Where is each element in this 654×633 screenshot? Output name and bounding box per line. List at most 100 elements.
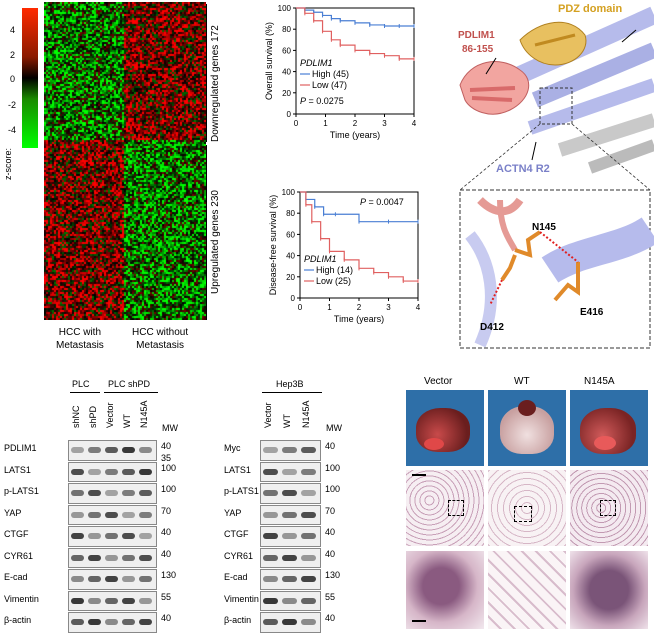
blot1-band-strip (68, 590, 157, 611)
blot2-band (301, 619, 316, 626)
blot2-row-label: β-actin (224, 615, 252, 625)
blot1-mw-value: 130 (161, 570, 177, 580)
blot1-band (88, 490, 101, 497)
blot2-band (263, 533, 278, 540)
blot1-mw-value: 40 (161, 613, 172, 623)
p-value: P = 0.0047 (360, 197, 404, 207)
blot2-band (282, 447, 297, 454)
blot1-band (71, 619, 84, 626)
y-tick-label: 100 (278, 4, 292, 13)
he-lowmag-wt (488, 470, 566, 546)
x-tick-label: 0 (298, 303, 303, 312)
blot1-lane-label: shNC (71, 405, 81, 428)
blot1-row-label: CYR61 (4, 550, 34, 561)
blot2-band-strip (260, 483, 321, 504)
zscore-tick: 0 (10, 74, 16, 84)
x-tick-label: 0 (294, 119, 299, 128)
blot1-group-plc-shpd: PLC shPD (108, 379, 151, 389)
blot1-band (88, 468, 101, 475)
blot2-band (301, 554, 316, 561)
blot2-band-strip (260, 612, 321, 633)
actn4-helices (516, 6, 654, 174)
blot1-band (139, 468, 152, 475)
blot1-band-strip (68, 547, 157, 568)
y-axis-label: Overall survival (%) (264, 22, 274, 100)
pdlim1-range-label: 86-155 (462, 44, 494, 55)
blot1-row-label: p-LATS1 (4, 486, 39, 496)
blot2-band-strip (260, 461, 321, 482)
blot1-band (122, 576, 135, 583)
legend-entry: High (14) (316, 265, 353, 275)
y-tick-label: 80 (286, 209, 295, 218)
blot2-row-label: Myc (224, 443, 241, 453)
he-highmag-n145a (570, 551, 648, 629)
blot1-band (139, 447, 152, 454)
blot1-row-label: PDLIM1 (4, 443, 37, 453)
blot1-row-label: E-cad (4, 572, 28, 582)
blot2-band (282, 533, 297, 540)
blot1-band-strip (68, 569, 157, 590)
x-tick-label: 1 (327, 303, 332, 312)
blot1-band-strip (68, 612, 157, 633)
blot1-band (105, 533, 118, 540)
western-blot-1: PLC PLC shPD shNC shPD Vector WT N145A MW PD… (0, 370, 200, 633)
blot1-band (105, 597, 118, 604)
blot2-mw-value: 40 (325, 441, 336, 451)
blot2-lane-label: WT (282, 414, 292, 428)
blot2-band (301, 511, 316, 518)
blot2-band (263, 554, 278, 561)
he-highmag-vector (406, 551, 484, 629)
he-lowmag-n145a (570, 470, 648, 546)
blot2-mw-value: 70 (325, 505, 336, 516)
legend-title: PDLIM1 (304, 254, 337, 264)
x-tick-label: 4 (412, 119, 417, 128)
blot1-band (88, 597, 101, 604)
zscore-colorbar (22, 8, 38, 148)
blot2-band (301, 490, 316, 497)
lung-image-wt (488, 390, 566, 466)
blot1-band (122, 619, 135, 626)
blot2-band (282, 554, 297, 561)
p-value: P = 0.0275 (300, 96, 344, 106)
zoom-source-box (539, 87, 573, 125)
blot1-mw-value: 100 (161, 462, 177, 473)
blot2-band (282, 619, 297, 626)
blot1-mw-value: 40 (161, 548, 172, 559)
blot2-band (263, 619, 278, 626)
blot1-mw-value: 35 (161, 453, 172, 463)
group-label-met: HCC with Metastasis (56, 327, 104, 351)
y-tick-label: 60 (282, 46, 291, 55)
lung-image-n145a (570, 390, 648, 466)
zscore-tick: -4 (8, 125, 17, 135)
y-tick-label: 100 (282, 188, 296, 197)
blot1-band (139, 490, 152, 497)
blot1-band (122, 511, 135, 518)
blot1-band (139, 554, 152, 561)
blot1-band (88, 554, 101, 561)
blot2-band (282, 597, 297, 604)
zscore-tick: 2 (10, 50, 16, 60)
blot2-band-strip (260, 547, 321, 568)
blot2-band (301, 447, 316, 454)
legend-entry: Low (25) (316, 276, 351, 286)
blot1-band-strip (68, 504, 157, 525)
blot2-band (282, 511, 297, 518)
y-tick-label: 60 (286, 230, 295, 239)
blot1-band (105, 490, 118, 497)
y-tick-label: 80 (282, 25, 291, 34)
blot1-band (122, 447, 135, 454)
blot2-band (263, 490, 278, 497)
blot1-mw-value: 70 (161, 505, 172, 516)
blot1-band (71, 468, 84, 475)
lung-image-vector (406, 390, 484, 466)
zscore-label: z-score: (3, 147, 13, 180)
y-tick-label: 0 (287, 110, 292, 119)
blot1-band (88, 511, 101, 518)
blot1-band (122, 597, 135, 604)
blot2-band-strip (260, 504, 321, 525)
blot1-band (88, 447, 101, 454)
legend-title: PDLIM1 (300, 58, 333, 68)
y-tick-label: 40 (282, 68, 291, 77)
blot2-row-label: YAP (224, 507, 242, 518)
